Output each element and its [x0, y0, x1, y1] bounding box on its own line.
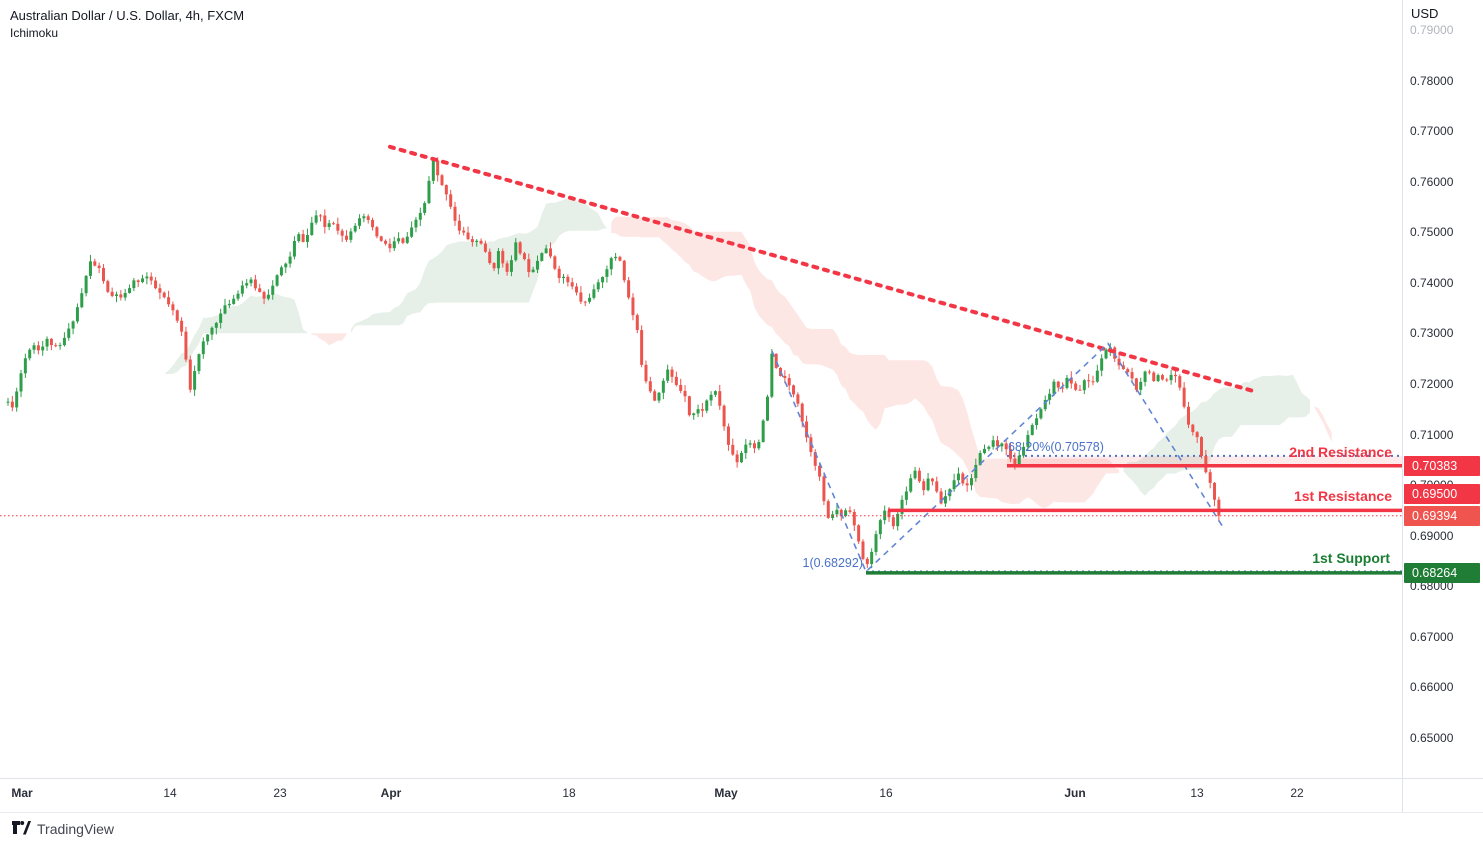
tradingview-logo-icon: [12, 821, 31, 835]
price-tick: 0.79000: [1410, 23, 1454, 37]
price-label-box: 0.68264: [1404, 562, 1480, 583]
time-tick: 18: [562, 786, 576, 800]
price-tick: 0.65000: [1410, 730, 1454, 745]
price-label-box: 0.69394: [1404, 505, 1480, 526]
time-tick: 22: [1290, 786, 1304, 800]
first-support-label[interactable]: 1st Support: [1312, 549, 1390, 566]
ichimoku-cloud-bearish: [1314, 406, 1332, 443]
price-tick: 0.67000: [1410, 629, 1454, 644]
price-label-box: 0.70383: [1404, 455, 1480, 476]
price-tick: 0.78000: [1410, 73, 1454, 88]
second-resistance-label[interactable]: 2nd Resistance: [1289, 443, 1392, 460]
price-tick: 0.66000: [1410, 680, 1454, 695]
price-tick: 0.72000: [1410, 376, 1454, 391]
trendline: [388, 144, 1259, 395]
time-tick: 23: [273, 786, 287, 800]
price-tick: 0.77000: [1410, 124, 1454, 139]
footer-separator: [0, 812, 1483, 813]
price-label-box: 0.69500: [1404, 484, 1480, 505]
first-resistance-label[interactable]: 1st Resistance: [1293, 488, 1392, 505]
price-tick: 0.69000: [1410, 528, 1454, 543]
symbol-title[interactable]: Australian Dollar / U.S. Dollar, 4h, FXC…: [10, 8, 245, 23]
time-tick: 14: [163, 786, 177, 800]
price-tick: 0.71000: [1410, 427, 1454, 442]
ichimoku-cloud-bullish: [1123, 374, 1310, 496]
price-tick: 0.73000: [1410, 326, 1454, 341]
time-tick: Apr: [380, 786, 402, 800]
brand-name: TradingView: [37, 820, 115, 837]
time-tick: 13: [1190, 786, 1204, 800]
time-tick: Mar: [11, 786, 33, 800]
time-axis-separator: [0, 778, 1483, 779]
ichimoku-cloud-bearish: [311, 333, 347, 346]
fib-level-label[interactable]: 68.20%(0.70578): [1008, 439, 1104, 454]
indicator-label[interactable]: Ichimoku: [10, 26, 59, 40]
fib-anchor-label[interactable]: 1(0.68292): [802, 555, 863, 570]
price-tick: 0.75000: [1410, 225, 1454, 240]
tradingview-attribution[interactable]: TradingView: [12, 820, 114, 837]
price-axis-separator: [1402, 0, 1403, 812]
time-tick: 16: [879, 786, 893, 800]
time-tick: May: [714, 786, 738, 800]
price-tick: 0.76000: [1410, 174, 1454, 189]
currency-label: USD: [1411, 6, 1439, 21]
ichimoku-cloud-bullish: [350, 198, 607, 334]
ichimoku-cloud-bearish: [611, 216, 1120, 509]
time-tick: Jun: [1064, 786, 1086, 800]
price-tick: 0.74000: [1410, 275, 1454, 290]
ichimoku-cloud-bullish: [120, 294, 308, 404]
